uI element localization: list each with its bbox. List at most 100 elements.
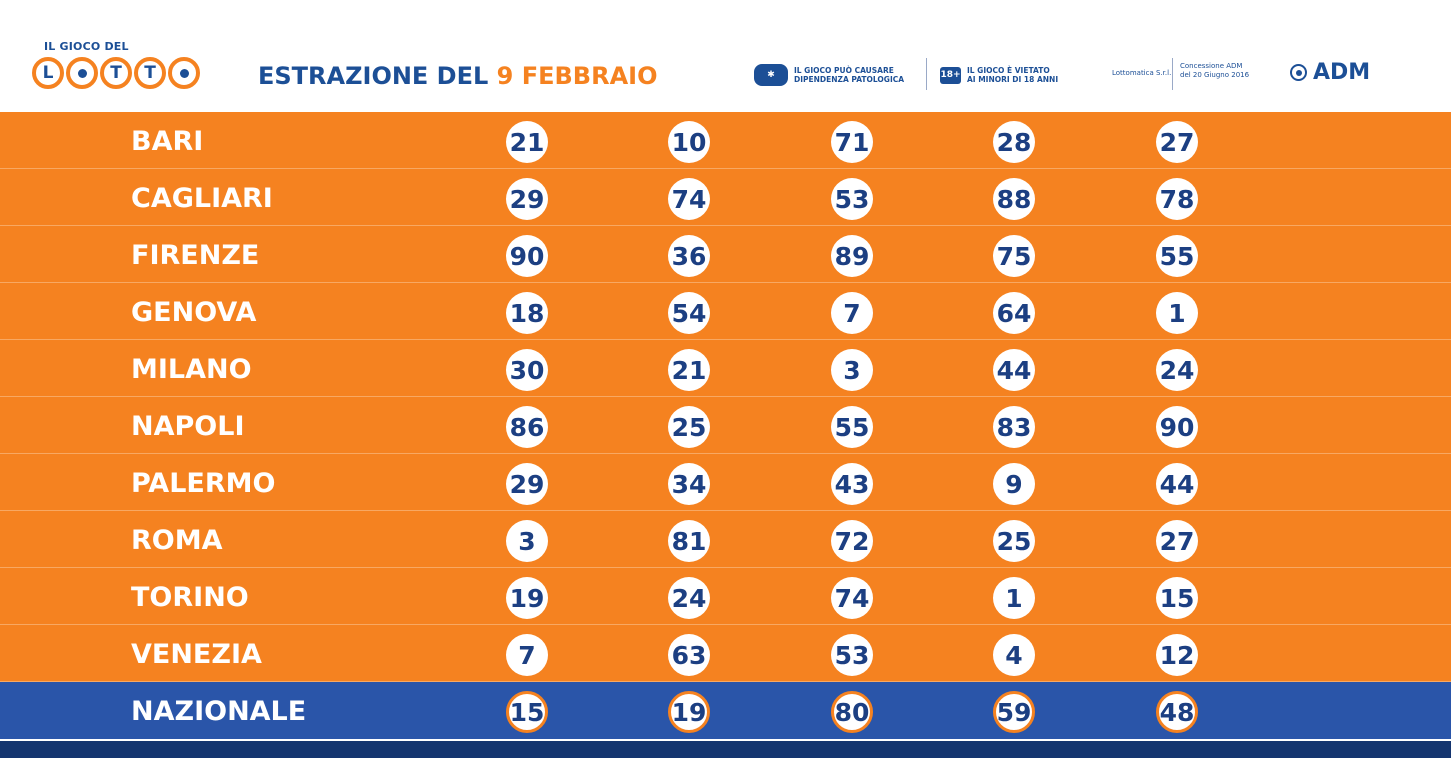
number-ball: 48 bbox=[1156, 691, 1198, 733]
logo-top-text: IL GIOCO DEL bbox=[44, 40, 129, 53]
title-prefix: ESTRAZIONE DEL bbox=[258, 62, 489, 90]
number-ball: 53 bbox=[831, 178, 873, 220]
number-ball: 21 bbox=[506, 121, 548, 163]
number-ball: 29 bbox=[506, 463, 548, 505]
number-ball: 43 bbox=[831, 463, 873, 505]
age-18-icon: 18+ bbox=[940, 66, 961, 84]
city-name: MILANO bbox=[131, 354, 252, 385]
number-ball: 12 bbox=[1156, 634, 1198, 676]
title-date: 9 FEBBRAIO bbox=[496, 62, 658, 90]
number-ball: 71 bbox=[831, 121, 873, 163]
number-ball: 44 bbox=[1156, 463, 1198, 505]
number-ball: 53 bbox=[831, 634, 873, 676]
concession-line2: del 20 Giugno 2016 bbox=[1180, 71, 1250, 79]
result-row-roma: ROMA 3 81 72 25 27 bbox=[0, 511, 1451, 568]
city-name: NAPOLI bbox=[131, 411, 245, 442]
divider bbox=[926, 58, 927, 90]
number-ball: 54 bbox=[668, 292, 710, 334]
number-ball: 30 bbox=[506, 349, 548, 391]
number-ball: 90 bbox=[1156, 406, 1198, 448]
number-ball: 18 bbox=[506, 292, 548, 334]
number-ball: 28 bbox=[993, 121, 1035, 163]
number-ball: 3 bbox=[506, 520, 548, 562]
city-name: GENOVA bbox=[131, 297, 257, 328]
divider bbox=[1172, 58, 1173, 90]
logo-ball-o2 bbox=[168, 57, 200, 89]
number-ball: 74 bbox=[831, 577, 873, 619]
result-row-firenze: FIRENZE 90 36 89 75 55 bbox=[0, 226, 1451, 283]
logo-ball-o bbox=[66, 57, 98, 89]
responsible-gaming-icon: ✱ bbox=[754, 64, 788, 86]
number-ball: 19 bbox=[506, 577, 548, 619]
number-ball: 29 bbox=[506, 178, 548, 220]
number-ball: 25 bbox=[993, 520, 1035, 562]
number-ball: 36 bbox=[668, 235, 710, 277]
bottom-bar bbox=[0, 741, 1451, 758]
number-ball: 24 bbox=[1156, 349, 1198, 391]
lotto-logo: IL GIOCO DEL L T T bbox=[32, 40, 217, 102]
logo-ball-t2: T bbox=[134, 57, 166, 89]
results-table: BARI 21 10 71 28 27 CAGLIARI 29 74 53 88… bbox=[0, 112, 1451, 739]
age-line2: AI MINORI DI 18 ANNI bbox=[967, 75, 1059, 84]
result-row-cagliari: CAGLIARI 29 74 53 88 78 bbox=[0, 169, 1451, 226]
header: IL GIOCO DEL L T T ESTRAZIONE DEL 9 FEBB… bbox=[0, 0, 1451, 112]
number-ball: 74 bbox=[668, 178, 710, 220]
city-name: PALERMO bbox=[131, 468, 276, 499]
number-ball: 80 bbox=[831, 691, 873, 733]
number-ball: 9 bbox=[993, 463, 1035, 505]
adm-emblem-icon bbox=[1290, 64, 1307, 81]
number-ball: 89 bbox=[831, 235, 873, 277]
number-ball: 59 bbox=[993, 691, 1035, 733]
city-name: VENEZIA bbox=[131, 639, 262, 670]
number-ball: 86 bbox=[506, 406, 548, 448]
number-ball: 27 bbox=[1156, 121, 1198, 163]
city-name: TORINO bbox=[131, 582, 249, 613]
city-name: NAZIONALE bbox=[131, 696, 307, 727]
age-warning: 18+ IL GIOCO È VIETATO AI MINORI DI 18 A… bbox=[940, 62, 1058, 88]
number-ball: 7 bbox=[831, 292, 873, 334]
result-row-torino: TORINO 19 24 74 1 15 bbox=[0, 568, 1451, 625]
number-ball: 4 bbox=[993, 634, 1035, 676]
number-ball: 34 bbox=[668, 463, 710, 505]
number-ball: 83 bbox=[993, 406, 1035, 448]
number-ball: 1 bbox=[1156, 292, 1198, 334]
result-row-nazionale: NAZIONALE 15 19 80 59 48 bbox=[0, 682, 1451, 739]
logo-balls: L T T bbox=[32, 57, 200, 89]
number-ball: 1 bbox=[993, 577, 1035, 619]
number-ball: 19 bbox=[668, 691, 710, 733]
concession-line1: Concessione ADM bbox=[1180, 62, 1243, 70]
number-ball: 90 bbox=[506, 235, 548, 277]
logo-ball-l: L bbox=[32, 57, 64, 89]
number-ball: 27 bbox=[1156, 520, 1198, 562]
number-ball: 24 bbox=[668, 577, 710, 619]
result-row-palermo: PALERMO 29 34 43 9 44 bbox=[0, 454, 1451, 511]
page-title: ESTRAZIONE DEL 9 FEBBRAIO bbox=[258, 62, 657, 90]
number-ball: 88 bbox=[993, 178, 1035, 220]
result-row-bari: BARI 21 10 71 28 27 bbox=[0, 112, 1451, 169]
number-ball: 15 bbox=[506, 691, 548, 733]
result-row-napoli: NAPOLI 86 25 55 83 90 bbox=[0, 397, 1451, 454]
dependency-line2: DIPENDENZA PATOLOGICA bbox=[794, 75, 905, 84]
number-ball: 72 bbox=[831, 520, 873, 562]
number-ball: 3 bbox=[831, 349, 873, 391]
city-name: FIRENZE bbox=[131, 240, 260, 271]
city-name: ROMA bbox=[131, 525, 223, 556]
number-ball: 21 bbox=[668, 349, 710, 391]
result-row-milano: MILANO 30 21 3 44 24 bbox=[0, 340, 1451, 397]
number-ball: 55 bbox=[1156, 235, 1198, 277]
number-ball: 63 bbox=[668, 634, 710, 676]
logo-ball-t1: T bbox=[100, 57, 132, 89]
adm-text: ADM bbox=[1313, 60, 1371, 85]
dependency-line1: IL GIOCO PUÒ CAUSARE bbox=[794, 66, 894, 75]
number-ball: 64 bbox=[993, 292, 1035, 334]
number-ball: 81 bbox=[668, 520, 710, 562]
number-ball: 25 bbox=[668, 406, 710, 448]
number-ball: 55 bbox=[831, 406, 873, 448]
city-name: BARI bbox=[131, 126, 204, 157]
result-row-genova: GENOVA 18 54 7 64 1 bbox=[0, 283, 1451, 340]
age-line1: IL GIOCO È VIETATO bbox=[967, 66, 1050, 75]
number-ball: 15 bbox=[1156, 577, 1198, 619]
dependency-warning: ✱ IL GIOCO PUÒ CAUSARE DIPENDENZA PATOLO… bbox=[754, 62, 904, 88]
number-ball: 78 bbox=[1156, 178, 1198, 220]
city-name: CAGLIARI bbox=[131, 183, 273, 214]
